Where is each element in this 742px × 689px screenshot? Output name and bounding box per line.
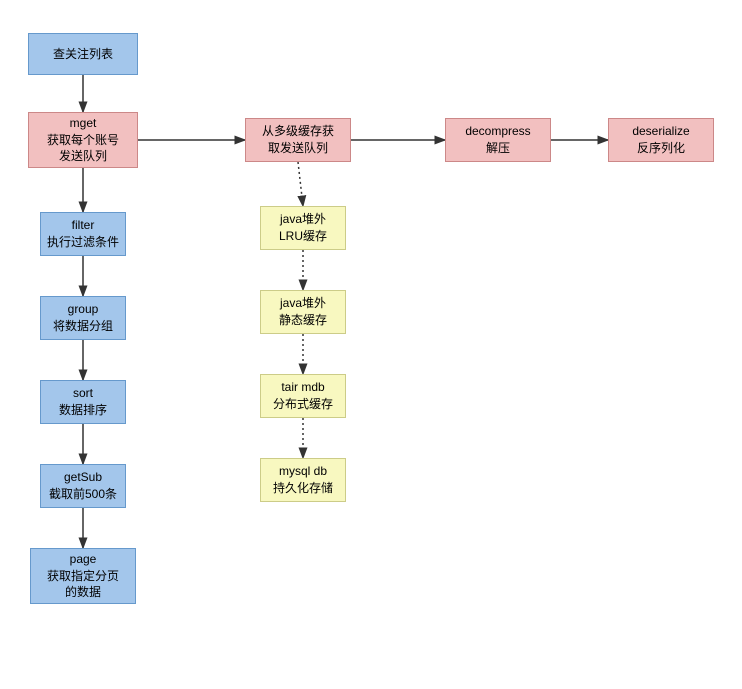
node-filter: filter执行过滤条件: [40, 212, 126, 256]
node-decompress-line: 解压: [486, 140, 510, 157]
node-group-line: group: [68, 301, 99, 318]
node-tair-line: 分布式缓存: [273, 396, 333, 413]
node-mget-line: 获取每个账号: [47, 132, 119, 149]
node-getsub: getSub截取前500条: [40, 464, 126, 508]
node-decompress: decompress解压: [445, 118, 551, 162]
node-lru-line: LRU缓存: [279, 228, 327, 245]
node-mget-line: 发送队列: [59, 148, 107, 165]
node-group-line: 将数据分组: [53, 318, 113, 335]
node-lru: java堆外LRU缓存: [260, 206, 346, 250]
node-multicache: 从多级缓存获取发送队列: [245, 118, 351, 162]
node-sort: sort数据排序: [40, 380, 126, 424]
node-static: java堆外静态缓存: [260, 290, 346, 334]
node-group: group将数据分组: [40, 296, 126, 340]
node-mget: mget获取每个账号发送队列: [28, 112, 138, 168]
node-mysql: mysql db持久化存储: [260, 458, 346, 502]
node-mysql-line: 持久化存储: [273, 480, 333, 497]
node-static-line: java堆外: [280, 295, 326, 312]
edge-multicache-lru: [298, 162, 303, 206]
node-sort-line: sort: [73, 385, 93, 402]
node-decompress-line: decompress: [465, 123, 530, 140]
node-deserialize-line: 反序列化: [637, 140, 685, 157]
node-page-line: 获取指定分页: [47, 568, 119, 585]
node-getsub-line: getSub: [64, 469, 102, 486]
node-sort-line: 数据排序: [59, 402, 107, 419]
node-lru-line: java堆外: [280, 211, 326, 228]
node-page: page获取指定分页的数据: [30, 548, 136, 604]
node-filter-line: 执行过滤条件: [47, 234, 119, 251]
node-multicache-line: 取发送队列: [268, 140, 328, 157]
node-multicache-line: 从多级缓存获: [262, 123, 334, 140]
node-deserialize-line: deserialize: [632, 123, 689, 140]
node-mysql-line: mysql db: [279, 463, 327, 480]
node-page-line: 的数据: [65, 584, 101, 601]
node-getsub-line: 截取前500条: [49, 486, 117, 503]
node-deserialize: deserialize反序列化: [608, 118, 714, 162]
node-page-line: page: [70, 551, 97, 568]
node-filter-line: filter: [72, 217, 95, 234]
node-mget-line: mget: [70, 115, 97, 132]
node-static-line: 静态缓存: [279, 312, 327, 329]
node-tair-line: tair mdb: [281, 379, 324, 396]
node-query-line: 查关注列表: [53, 46, 113, 63]
node-query: 查关注列表: [28, 33, 138, 75]
node-tair: tair mdb分布式缓存: [260, 374, 346, 418]
